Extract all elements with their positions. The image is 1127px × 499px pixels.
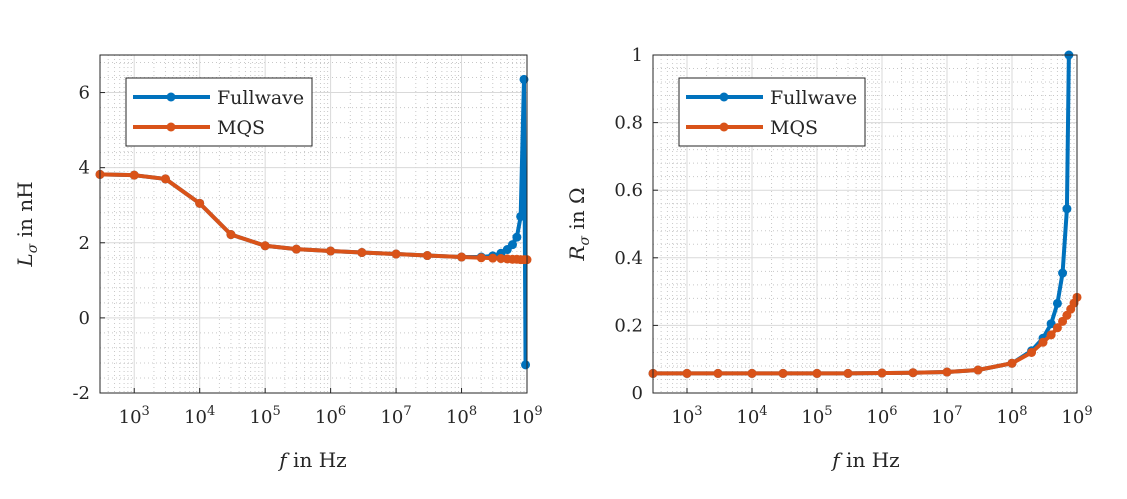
resistance-y-tick-label: 0.8 bbox=[614, 113, 643, 134]
resistance-mqs-point bbox=[973, 365, 983, 375]
resistance-legend-mqs-marker bbox=[719, 122, 729, 132]
resistance-x-tick-label: 103 bbox=[671, 404, 702, 428]
inductance-x-tick-label: 103 bbox=[119, 404, 150, 428]
resistance-mqs-point bbox=[682, 368, 692, 378]
inductance-y-tick-label: 6 bbox=[79, 83, 90, 104]
resistance-mqs-point bbox=[843, 368, 853, 378]
resistance-fullwave-point bbox=[1052, 298, 1062, 308]
resistance-mqs-point bbox=[908, 368, 918, 378]
inductance-legend-fullwave-marker bbox=[166, 92, 176, 102]
inductance-x-tick-label: 104 bbox=[184, 404, 215, 428]
resistance-mqs-point bbox=[942, 367, 952, 377]
inductance-mqs-point bbox=[129, 170, 139, 180]
inductance-legend-fullwave-label: Fullwave bbox=[217, 87, 304, 109]
resistance-x-tick-label: 109 bbox=[1061, 404, 1092, 428]
inductance-mqs-point bbox=[291, 244, 301, 254]
inductance-legend-mqs-label: MQS bbox=[217, 117, 265, 139]
resistance-fullwave-point bbox=[1062, 204, 1072, 214]
inductance-mqs-point bbox=[391, 249, 401, 259]
inductance-x-ticks: 103 104 105 106 107 108 109 bbox=[119, 388, 543, 428]
resistance-mqs-point bbox=[713, 368, 723, 378]
resistance-x-tick-label: 107 bbox=[931, 404, 962, 428]
resistance-mqs-point bbox=[778, 368, 788, 378]
resistance-x-tick-label: 105 bbox=[801, 404, 832, 428]
inductance-y-tick-label: 0 bbox=[79, 308, 90, 329]
inductance-fullwave-point bbox=[516, 211, 526, 221]
resistance-mqs-point bbox=[747, 368, 757, 378]
inductance-fullwave-point bbox=[512, 232, 522, 242]
resistance-x-axis-label: f in Hz bbox=[830, 448, 899, 472]
resistance-x-tick-label: 108 bbox=[996, 404, 1027, 428]
inductance-fullwave-point bbox=[507, 240, 517, 250]
resistance-legend-fullwave-marker bbox=[719, 92, 729, 102]
resistance-y-axis-label: Rσ in Ω bbox=[565, 187, 593, 261]
inductance-x-tick-label: 106 bbox=[315, 404, 346, 428]
resistance-mqs-point bbox=[1046, 330, 1056, 340]
resistance-mqs-point bbox=[812, 368, 822, 378]
resistance-legend-fullwave-label: Fullwave bbox=[770, 87, 857, 109]
resistance-legend-box bbox=[678, 77, 866, 147]
inductance-y-tick-label: 2 bbox=[79, 233, 90, 254]
inductance-mqs-line bbox=[100, 172, 527, 262]
resistance-mqs-point bbox=[1027, 347, 1037, 357]
resistance-mqs-point bbox=[1007, 358, 1017, 368]
inductance-mqs-point bbox=[457, 252, 467, 262]
inductance-x-tick-label: 109 bbox=[511, 404, 542, 428]
inductance-mqs-point bbox=[160, 174, 170, 184]
inductance-mqs-point bbox=[226, 230, 236, 240]
inductance-mqs-point bbox=[488, 253, 498, 263]
resistance-plot: 0 0.2 0.4 0.6 0.8 1 103 104 105 106 107 108 109 Rσ … bbox=[565, 45, 1093, 472]
resistance-x-ticks: 103 104 105 106 107 108 109 bbox=[671, 388, 1093, 428]
inductance-y-axis-label: Lσ in nH bbox=[13, 181, 41, 267]
resistance-mqs-point bbox=[877, 368, 887, 378]
inductance-mqs-point bbox=[260, 241, 270, 251]
inductance-legend: Fullwave MQS bbox=[125, 77, 313, 147]
inductance-mqs-point bbox=[195, 198, 205, 208]
inductance-x-axis-label: f in Hz bbox=[277, 448, 346, 472]
inductance-legend-box bbox=[125, 77, 313, 147]
inductance-mqs-point bbox=[476, 253, 486, 263]
resistance-y-tick-label: 0.6 bbox=[614, 180, 643, 201]
inductance-lines bbox=[95, 74, 532, 370]
inductance-mqs-point bbox=[422, 251, 432, 261]
inductance-y-tick-label: 4 bbox=[79, 158, 90, 179]
inductance-y-tick-label: -2 bbox=[72, 383, 90, 404]
inductance-legend-mqs-marker bbox=[166, 122, 176, 132]
inductance-mqs-point bbox=[357, 248, 367, 258]
resistance-x-tick-label: 106 bbox=[866, 404, 897, 428]
resistance-y-ticks: 0 0.2 0.4 0.6 0.8 1 bbox=[614, 45, 658, 404]
inductance-x-tick-label: 105 bbox=[250, 404, 281, 428]
resistance-y-tick-label: 1 bbox=[632, 45, 643, 66]
inductance-fullwave-point bbox=[521, 360, 531, 370]
resistance-mqs-point bbox=[1052, 323, 1062, 333]
resistance-y-tick-label: 0.2 bbox=[614, 315, 643, 336]
resistance-legend: Fullwave MQS bbox=[678, 77, 866, 147]
resistance-y-tick-label: 0 bbox=[632, 383, 643, 404]
inductance-axes-box bbox=[99, 54, 528, 394]
resistance-mqs-point bbox=[1038, 337, 1048, 347]
resistance-y-tick-label: 0.4 bbox=[614, 248, 643, 269]
inductance-x-tick-label: 108 bbox=[446, 404, 477, 428]
resistance-fullwave-point bbox=[1058, 268, 1068, 278]
inductance-y-ticks: -2 0 2 4 6 bbox=[72, 83, 105, 404]
inductance-grid bbox=[100, 55, 528, 394]
resistance-legend-mqs-label: MQS bbox=[770, 117, 818, 139]
inductance-fullwave-point bbox=[519, 74, 529, 84]
inductance-plot: -2 0 2 4 6 103 104 105 106 107 108 109 Lσ in nH f … bbox=[13, 54, 543, 472]
resistance-x-tick-label: 104 bbox=[736, 404, 767, 428]
resistance-axes-box bbox=[652, 54, 1078, 394]
resistance-lines bbox=[648, 50, 1082, 378]
inductance-x-tick-label: 107 bbox=[380, 404, 411, 428]
inductance-mqs-point bbox=[326, 246, 336, 256]
